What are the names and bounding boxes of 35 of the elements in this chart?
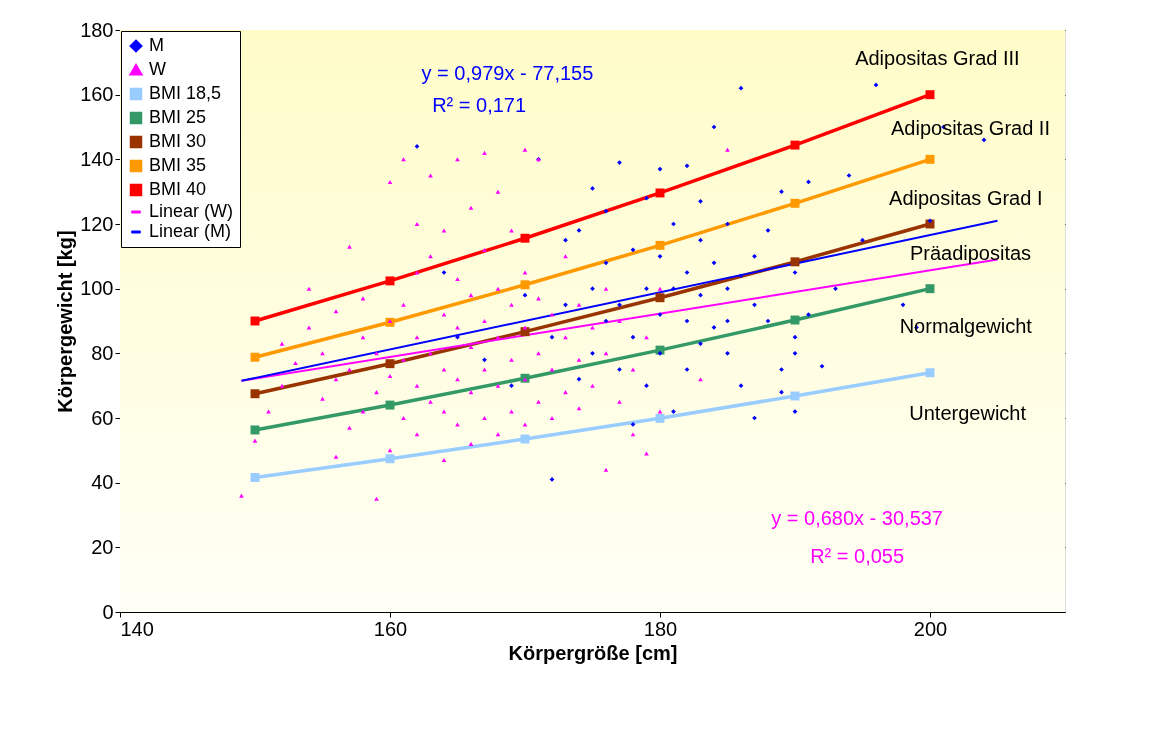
y-tick-label: 100 — [80, 277, 114, 300]
annotation: Untergewicht — [909, 402, 1027, 425]
annotation: Normalgewicht — [899, 314, 1033, 337]
y-tick-label: 0 — [102, 600, 114, 623]
annotation: y = 0,680x - 30,537 — [771, 506, 943, 529]
legend-label: BMI 35 — [149, 155, 207, 175]
annotation: Adipositas Grad I — [889, 186, 1043, 209]
y-tick-label: 60 — [91, 406, 114, 429]
x-tick-label: 140 — [120, 617, 154, 640]
legend-label: W — [149, 59, 166, 79]
annotation: Adipositas Grad II — [891, 116, 1050, 139]
legend-label: BMI 30 — [149, 131, 207, 151]
legend-label: BMI 40 — [149, 179, 207, 199]
legend-label: Linear (M) — [149, 221, 232, 241]
annotation: Adipositas Grad III — [855, 47, 1020, 70]
legend-label: BMI 18,5 — [149, 83, 222, 103]
legend-label: M — [149, 35, 164, 55]
annotation: R² = 0,171 — [432, 93, 527, 116]
legend-label: Linear (W) — [149, 201, 234, 221]
x-axis-title: Körpergröße [cm] — [508, 641, 678, 664]
y-tick-label: 80 — [91, 341, 114, 364]
y-tick-label: 40 — [91, 471, 114, 494]
y-tick-label: 20 — [91, 535, 114, 558]
annotation: R² = 0,055 — [810, 544, 905, 567]
x-tick-label: 160 — [373, 617, 408, 640]
x-tick-label: 180 — [643, 617, 678, 640]
y-tick-label: 180 — [80, 18, 114, 41]
y-axis-title: Körpergewicht [kg] — [54, 230, 77, 413]
y-tick-label: 140 — [80, 147, 114, 170]
annotation: Präadipositas — [909, 242, 1032, 265]
y-tick-label: 120 — [80, 212, 114, 235]
y-tick-label: 160 — [80, 83, 114, 106]
legend-label: BMI 25 — [149, 107, 207, 127]
annotation: y = 0,979x - 77,155 — [421, 61, 594, 84]
x-tick-label: 200 — [913, 617, 948, 640]
